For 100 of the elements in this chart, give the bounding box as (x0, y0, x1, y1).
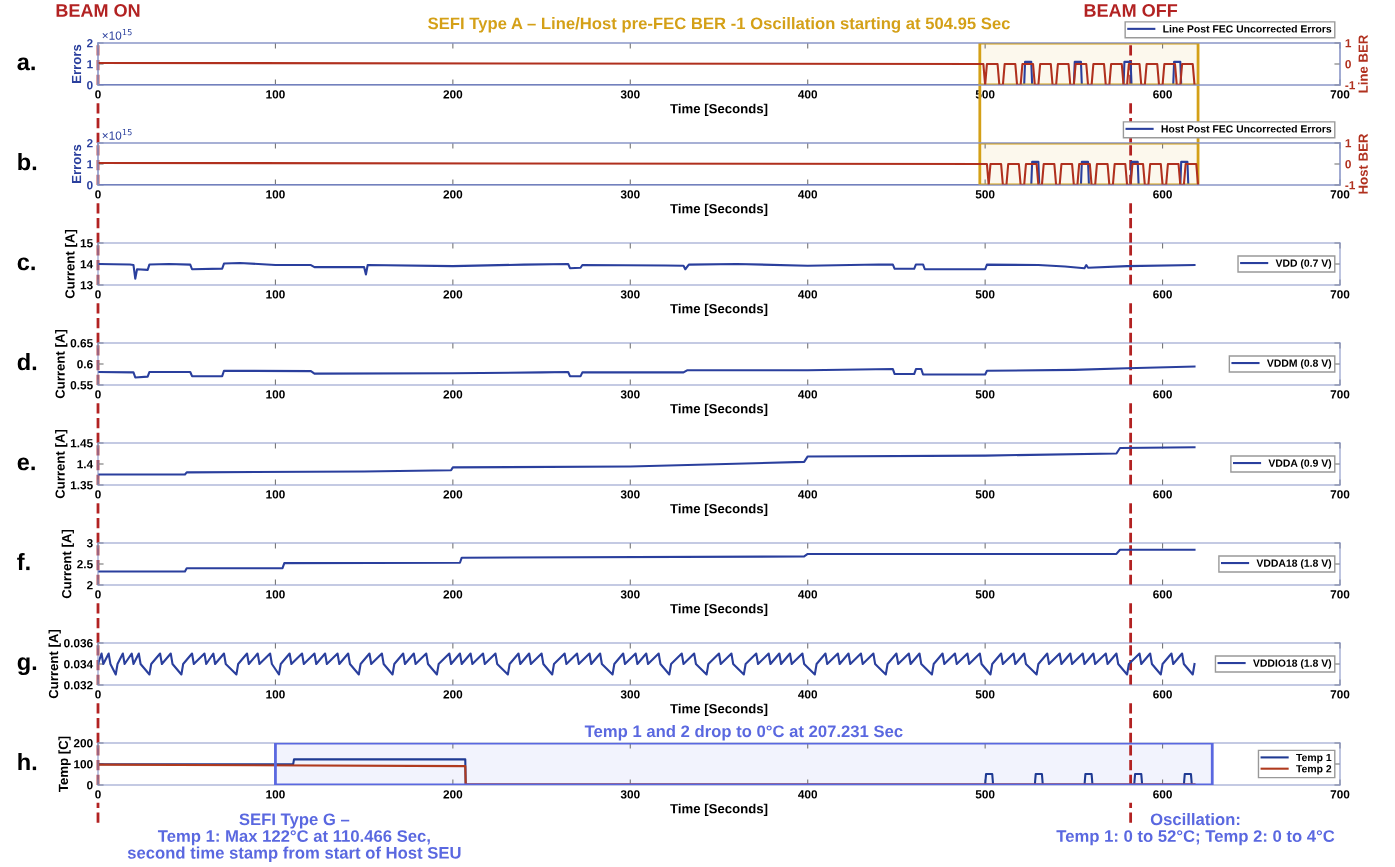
text: Oscillation: Temp 1: 0 to 52°C; Temp 2: 0 to 4°C (1056, 813, 1335, 846)
x-tick-label: 300 (620, 690, 640, 699)
x-tick-label: 600 (1153, 90, 1172, 99)
x-tick-label: 0 (95, 790, 101, 799)
x-tick-label: 200 (443, 690, 463, 699)
x-tick-label: 0 (95, 290, 101, 299)
x-tick-label: 500 (975, 290, 995, 299)
legend-label: VDDA (0.9 V) (1268, 459, 1332, 469)
x-tick-label: 0 (95, 190, 101, 199)
x-tick-label: 400 (798, 90, 818, 99)
y-axis-title: Current [A] (61, 529, 74, 599)
legend-label: Line Post FEC Uncorrected Errors (1163, 24, 1332, 33)
legend-label: Host Post FEC Uncorrected Errors (1161, 124, 1332, 133)
y2-tick-label: 1 (1345, 39, 1352, 48)
text: c. (17, 257, 35, 271)
y-axis-title: Current [A] (48, 629, 61, 699)
x-tick-label: 500 (975, 490, 995, 499)
y-tick-label: 1 (87, 60, 93, 69)
x-axis-title: Time [Seconds] (670, 303, 768, 316)
legend-label: Temp 1 (1296, 753, 1332, 764)
x-tick-label: 600 (1153, 290, 1172, 299)
x-tick-label: 200 (443, 90, 463, 99)
x-tick-label: 700 (1330, 490, 1350, 499)
x-tick-label: 500 (975, 590, 995, 599)
text: e. (17, 457, 35, 471)
y-tick-label: 0 (87, 781, 93, 790)
y-tick-label: 1.4 (77, 460, 94, 469)
x-tick-label: 500 (975, 390, 995, 399)
ref-line-label: BEAM ON (56, 4, 140, 17)
chart-title: SEFI Type A – Line/Host pre-FEC BER -1 Oscillation starting at 504.95 Sec (428, 17, 1010, 33)
y-tick-label: 100 (74, 760, 93, 769)
legend-label: VDDM (0.8 V) (1266, 359, 1332, 369)
y-tick-label: 0.036 (64, 639, 93, 648)
y-tick-label: 15 (80, 239, 93, 248)
x-tick-label: 200 (443, 790, 463, 799)
x-tick-label: 200 (443, 290, 463, 299)
x-tick-label: 600 (1153, 690, 1172, 699)
x-axis-title: Time [Seconds] (670, 803, 768, 816)
x-tick-label: 200 (443, 590, 463, 599)
y-axis-title: Temp [C] (58, 736, 71, 792)
x-tick-label: 200 (443, 490, 463, 499)
x-tick-label: 300 (620, 390, 640, 399)
x-axis-title: Time [Seconds] (670, 103, 768, 116)
x-tick-label: 0 (95, 490, 101, 499)
y-tick-label: 1.45 (70, 439, 93, 448)
x-tick-label: 400 (798, 490, 818, 499)
x-tick-label: 700 (1330, 690, 1350, 699)
x-tick-label: 100 (266, 690, 285, 699)
legend-label: VDD (0.7 V) (1275, 259, 1332, 269)
x-tick-label: 100 (266, 790, 285, 799)
y-tick-label: 0.65 (70, 339, 93, 348)
x-tick-label: 0 (95, 390, 101, 399)
x-tick-label: 500 (975, 190, 995, 199)
x-tick-label: 400 (798, 790, 818, 799)
x-axis-title: Time [Seconds] (670, 703, 768, 716)
x-tick-label: 300 (620, 490, 640, 499)
x-tick-label: 400 (798, 390, 818, 399)
x-tick-label: 0 (95, 590, 101, 599)
x-tick-label: 100 (266, 590, 285, 599)
y2-tick-label: 0 (1345, 160, 1351, 169)
x-tick-label: 400 (798, 290, 818, 299)
x-axis-title: Time [Seconds] (670, 403, 768, 416)
text: ×10$^{15}$ (102, 129, 132, 140)
y-axis-title: Current [A] (64, 229, 78, 299)
y-tick-label: 0.55 (70, 381, 93, 390)
y2-tick-label: 0 (1345, 60, 1351, 69)
y-tick-label: 2 (86, 39, 93, 48)
x-tick-label: 0 (95, 690, 101, 699)
x-tick-label: 100 (266, 490, 285, 499)
text: b. (18, 153, 37, 171)
x-tick-label: 500 (975, 790, 995, 799)
x-tick-label: 600 (1153, 490, 1172, 499)
y2-tick-label: 1 (1345, 139, 1352, 148)
text: SEFI Type G – Temp 1: Max 122°C at 110.466 Sec, second time stamp from start of Host SEU (127, 813, 461, 863)
x-tick-label: 700 (1330, 190, 1350, 199)
x-tick-label: 400 (798, 590, 818, 599)
y-axis-title: Errors (71, 44, 82, 83)
x-tick-label: 100 (266, 290, 285, 299)
y-tick-label: 0 (87, 181, 93, 190)
x-tick-label: 0 (95, 90, 101, 99)
x-tick-label: 300 (620, 190, 640, 199)
x-tick-label: 100 (266, 390, 285, 399)
x-tick-label: 600 (1153, 590, 1172, 599)
y-tick-label: 0 (87, 81, 93, 90)
band-label: Temp 1 and 2 drop to 0°C at 207.231 Sec (584, 724, 903, 741)
y-tick-label: 0.034 (64, 660, 94, 669)
x-tick-label: 300 (620, 90, 640, 99)
ref-line-label: BEAM OFF (1084, 4, 1178, 17)
y2-axis-title: Line BER (1358, 34, 1368, 93)
x-tick-label: 300 (620, 290, 640, 299)
x-tick-label: 700 (1330, 590, 1350, 599)
x-tick-label: 600 (1153, 790, 1172, 799)
y-tick-label: 14 (80, 260, 94, 269)
x-tick-label: 700 (1330, 790, 1350, 799)
y-axis-title: Errors (71, 144, 82, 183)
x-tick-label: 100 (266, 190, 285, 199)
text: ×10$^{15}$ (102, 29, 132, 40)
x-tick-label: 400 (798, 190, 818, 199)
x-tick-label: 600 (1153, 190, 1172, 199)
x-tick-label: 400 (798, 690, 818, 699)
